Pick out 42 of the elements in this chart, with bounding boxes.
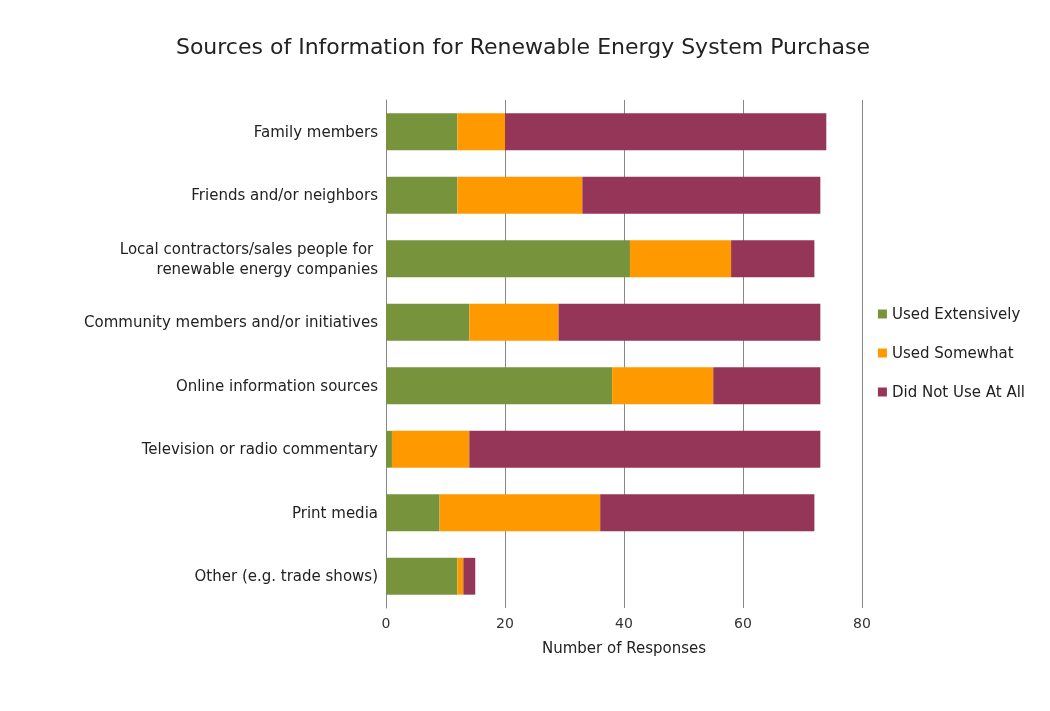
x-tick-label: 80	[853, 615, 871, 631]
x-tick-label: 20	[496, 615, 514, 631]
bar	[463, 557, 476, 595]
bar	[582, 176, 821, 214]
bar	[457, 113, 505, 151]
bar	[505, 113, 827, 151]
bar	[612, 367, 714, 405]
bar	[558, 303, 821, 341]
y-tick-label: Local contractors/sales people for renewable energy companies	[119, 239, 379, 278]
bar	[457, 176, 583, 214]
y-tick-label: Print media	[292, 503, 378, 522]
bar	[439, 494, 601, 532]
bar	[629, 240, 732, 278]
y-tick-label: Online information sources	[175, 376, 379, 395]
bar	[731, 240, 815, 278]
y-tick-label: Family members	[253, 122, 379, 141]
legend-label: Used Extensively	[891, 305, 1021, 323]
chart-title: Sources of Information for Renewable Energy System Purchase	[175, 33, 871, 59]
legend-label: Did Not Use At All	[891, 383, 1026, 401]
y-tick-label: Other (e.g. trade shows)	[194, 567, 378, 586]
bar	[386, 240, 630, 278]
bar	[469, 430, 821, 468]
legend-label: Used Somewhat	[891, 344, 1014, 362]
bar	[386, 176, 458, 214]
bar	[386, 113, 458, 151]
bar	[469, 303, 559, 341]
x-tick-label: 40	[615, 615, 633, 631]
x-tick-label: 60	[734, 615, 752, 631]
bar	[386, 494, 440, 532]
bar	[386, 557, 458, 595]
y-tick-label: Television or radio commentary	[140, 440, 379, 459]
bar	[600, 494, 815, 532]
bar	[391, 430, 470, 468]
bar	[713, 367, 821, 405]
bar	[386, 303, 470, 341]
bar	[386, 430, 392, 468]
y-tick-label: Community members and/or initiatives	[84, 313, 379, 332]
bar	[457, 557, 464, 595]
x-tick-label: 0	[381, 615, 391, 631]
x-axis-title: Number of Responses	[541, 638, 707, 657]
bar	[386, 367, 613, 405]
y-tick-label: Friends and/or neighbors	[191, 186, 379, 205]
